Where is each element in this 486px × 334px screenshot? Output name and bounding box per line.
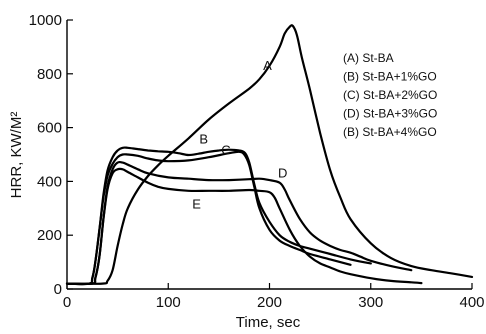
x-tick-label: 200 — [257, 294, 282, 311]
legend-entry: (D) St-BA+3%GO — [343, 107, 437, 121]
curve-label-a: A — [263, 58, 272, 73]
y-tick-label: 600 — [37, 120, 62, 137]
curve-label-c: C — [221, 143, 230, 158]
y-tick-label: 400 — [37, 173, 62, 190]
legend-entry: (B) St-BA+4%GO — [343, 125, 437, 139]
x-tick-label: 300 — [358, 294, 383, 311]
curve-label-b: B — [199, 132, 208, 147]
series-e-line — [67, 169, 421, 284]
y-axis-title: HRR, KW/M² — [8, 112, 25, 199]
y-tick-label: 800 — [37, 66, 62, 83]
y-tick-label: 200 — [37, 227, 62, 244]
y-tick-label: 1000 — [29, 12, 62, 29]
series-d-line — [67, 162, 411, 284]
y-tick-label: 0 — [54, 281, 62, 298]
legend: (A) St-BA (B) St-BA+1%GO (C) St-BA+2%GO (D)… — [343, 51, 437, 139]
series-c-line — [67, 152, 351, 284]
x-tick-label: 400 — [459, 294, 484, 311]
legend-entry: (B) St-BA+1%GO — [343, 70, 437, 84]
curve-label-d: D — [278, 165, 287, 180]
legend-entry: (C) St-BA+2%GO — [343, 88, 437, 102]
x-axis-title: Time, sec — [236, 314, 301, 331]
curve-labels: A BC D E — [192, 58, 287, 212]
x-tick-label: 100 — [156, 294, 181, 311]
legend-entry: (A) St-BA — [343, 51, 394, 65]
curve-label-e: E — [192, 196, 201, 211]
x-tick-label: 0 — [63, 294, 71, 311]
